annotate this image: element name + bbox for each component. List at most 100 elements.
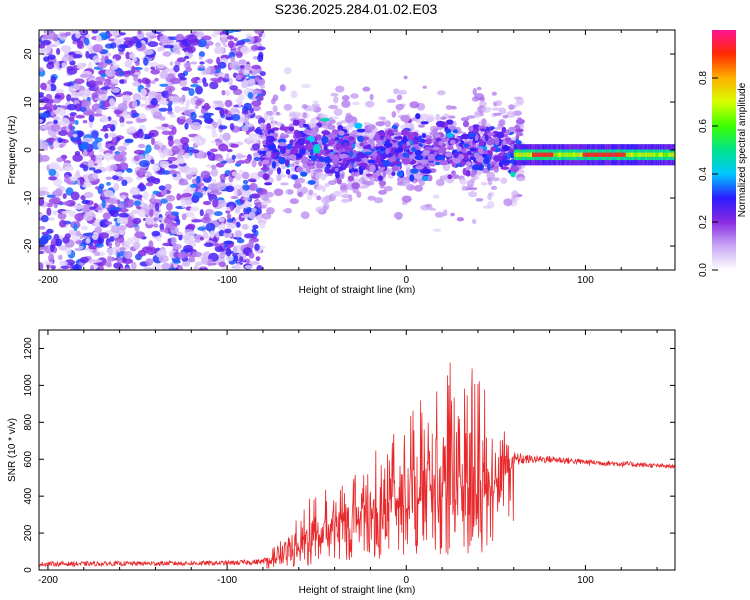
heatmap-cell — [152, 177, 161, 185]
heatmap-cell — [180, 136, 190, 145]
heatmap-cell — [292, 119, 300, 126]
heatmap-cell — [48, 176, 58, 181]
heatmap-cell — [105, 59, 113, 64]
heatmap-cell — [314, 173, 321, 179]
heatmap-cell — [254, 30, 263, 35]
heatmap-cell — [156, 64, 166, 69]
heatmap-cell — [269, 116, 274, 121]
heatmap-cell — [69, 112, 77, 116]
heatmap-cell — [379, 180, 386, 187]
heatmap-cell — [83, 149, 88, 157]
heatmap-cell — [601, 152, 604, 157]
heatmap-cell — [654, 152, 657, 157]
heatmap-cell — [213, 46, 225, 55]
heatmap-cell — [207, 258, 213, 267]
heatmap-cell — [434, 116, 441, 122]
heatmap-cell — [70, 91, 80, 99]
heatmap-cell — [544, 152, 547, 157]
heatmap-cell — [255, 256, 261, 262]
heatmap-cell — [314, 169, 324, 173]
heatmap-cell — [649, 152, 651, 157]
heatmap-cell — [144, 67, 150, 72]
heatmap-cell — [143, 267, 154, 270]
heatmap-cell — [603, 152, 605, 157]
heatmap-cell — [660, 152, 662, 157]
heatmap-cell — [154, 202, 160, 212]
heatmap-cell — [518, 152, 520, 157]
heatmap-cell — [235, 75, 242, 81]
colorbar-ticks: 0.0 0.2 0.4 0.6 0.8 — [698, 71, 718, 277]
heatmap-cell — [80, 225, 88, 231]
heatmap-cell — [261, 201, 268, 209]
heatmap-cell — [145, 258, 154, 266]
colorbar-tick-label: 0.0 — [698, 263, 709, 277]
heatmap-cell — [104, 133, 109, 139]
heatmap-cell — [177, 265, 184, 270]
heatmap-cell — [168, 87, 173, 97]
heatmap-cell — [308, 165, 315, 170]
heatmap-cell — [69, 60, 76, 66]
heatmap-cell — [427, 206, 434, 210]
heatmap-cell — [422, 168, 432, 174]
heatmap-cell — [141, 246, 153, 254]
heatmap-cell — [438, 140, 444, 146]
heatmap-cell — [170, 113, 176, 118]
heatmap-cell — [209, 81, 219, 90]
heatmap-cell — [556, 152, 559, 157]
heatmap-cell — [149, 61, 159, 67]
heatmap-cell — [95, 81, 103, 86]
heatmap-cell — [242, 184, 250, 191]
heatmap-cell — [414, 184, 423, 192]
heatmap-cell — [81, 199, 90, 205]
heatmap-cell — [108, 33, 113, 37]
heatmap-cell — [391, 111, 397, 118]
heatmap-cell — [209, 230, 215, 239]
heatmap-cell — [338, 130, 345, 136]
heatmap-cell — [288, 112, 297, 118]
heatmap-cell — [95, 186, 100, 190]
snr-y-label: SNR (10 * v/v) — [7, 418, 18, 482]
heatmap-cell — [203, 242, 214, 248]
heatmap-cell — [125, 51, 131, 60]
heatmap-cell — [117, 145, 127, 152]
heatmap-cell — [247, 91, 254, 99]
heatmap-cell — [81, 204, 92, 213]
heatmap-cell — [91, 259, 103, 263]
heatmap-cell — [434, 211, 445, 218]
heatmap-cell — [91, 130, 99, 139]
heatmap-cell — [197, 188, 204, 193]
heatmap-cell — [644, 152, 647, 157]
snr-x-label: Height of straight line (km) — [299, 585, 416, 596]
heatmap-cell — [101, 199, 106, 209]
heatmap-cell — [91, 30, 99, 34]
heatmap-cell — [197, 38, 207, 48]
heatmap-cell — [181, 213, 187, 221]
heatmap-cell — [95, 35, 102, 42]
heatmap-cell — [430, 131, 435, 136]
heatmap-cell — [481, 118, 487, 127]
heatmap-cell — [66, 104, 78, 111]
heatmap-cell — [100, 116, 109, 123]
heatmap-cell — [356, 191, 362, 198]
heatmap-cell — [224, 73, 230, 80]
heatmap-cell — [46, 126, 52, 131]
heatmap-cell — [53, 104, 58, 111]
heatmap-cell — [570, 152, 573, 157]
heatmap-cell — [251, 64, 261, 70]
heatmap-cell — [106, 182, 111, 186]
heatmap-cell — [82, 232, 94, 237]
heatmap-cell — [203, 102, 210, 111]
colorbar-label: Normalized spectral amplitude — [737, 82, 748, 217]
heatmap-cell — [643, 152, 646, 157]
heatmap-cell — [433, 127, 438, 134]
heatmap-cell — [152, 165, 161, 172]
heatmap-cell — [352, 101, 360, 106]
heatmap-cell — [449, 139, 456, 145]
heatmap-cell — [348, 164, 353, 170]
heatmap-cell — [250, 44, 259, 51]
heatmap-cell — [217, 61, 227, 69]
heatmap-cell — [612, 152, 615, 157]
heatmap-cell — [106, 248, 117, 255]
heatmap-cell — [333, 108, 343, 116]
heatmap-cell — [258, 160, 263, 167]
